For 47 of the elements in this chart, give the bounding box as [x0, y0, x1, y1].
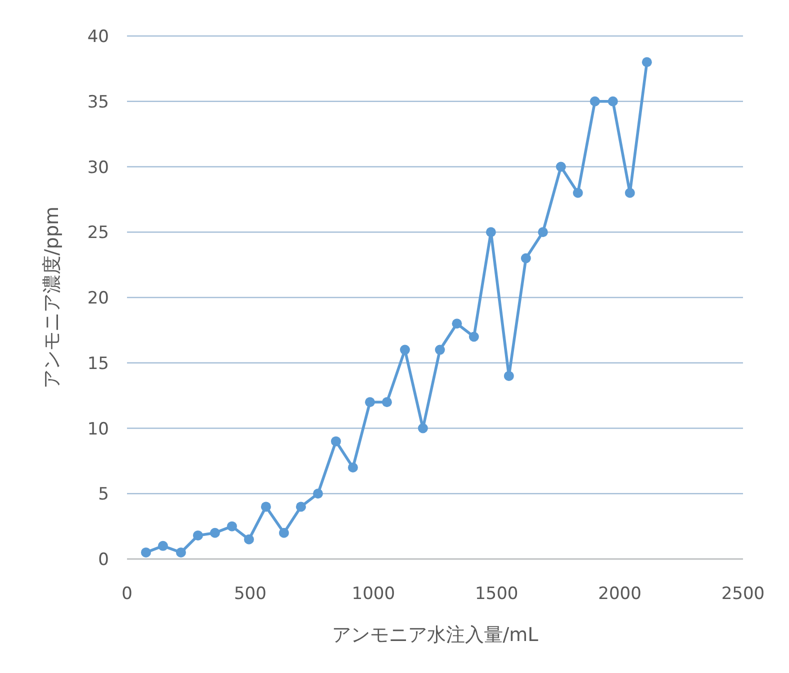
point	[348, 462, 358, 472]
point	[158, 540, 168, 551]
x-tick-label: 500	[234, 584, 266, 604]
point	[608, 96, 618, 106]
point	[226, 521, 237, 532]
y-tick-label: 30	[87, 158, 109, 178]
point	[260, 502, 271, 512]
point	[556, 162, 566, 172]
point	[590, 96, 600, 106]
x-tick-label: 2500	[721, 584, 765, 604]
point	[572, 188, 583, 198]
x-tick-label: 1500	[474, 584, 518, 604]
point	[330, 436, 341, 446]
y-tick-label: 15	[87, 354, 109, 374]
point	[400, 344, 410, 355]
y-tick-label: 20	[87, 288, 109, 308]
x-tick-label: 0	[122, 584, 132, 604]
x-tick-label: 1000	[352, 584, 396, 604]
y-tick-label: 0	[98, 550, 109, 570]
point	[176, 547, 186, 558]
point	[192, 530, 203, 540]
x-tick-label: 2000	[598, 584, 642, 604]
point	[468, 332, 479, 342]
point	[296, 502, 306, 512]
y-tick-label: 10	[87, 419, 109, 440]
point	[538, 227, 548, 238]
point	[486, 227, 496, 238]
point	[642, 57, 652, 68]
point	[624, 188, 635, 198]
point	[210, 528, 220, 538]
point	[418, 423, 428, 434]
point	[504, 370, 514, 381]
y-tick-label: 5	[98, 484, 109, 505]
point	[364, 397, 375, 408]
point	[382, 397, 392, 408]
point	[520, 253, 531, 264]
x-axis-title: アンモニア水注入量/mL	[332, 624, 539, 646]
y-tick-label: 40	[87, 27, 109, 47]
point	[312, 488, 323, 499]
point	[244, 534, 254, 544]
point	[278, 528, 289, 538]
point	[434, 344, 445, 355]
point	[452, 318, 462, 329]
point	[140, 547, 151, 558]
y-axis-title: アンモニア濃度/ppm	[41, 206, 63, 389]
y-tick-label: 35	[87, 92, 109, 112]
y-tick-label: 25	[87, 223, 109, 244]
